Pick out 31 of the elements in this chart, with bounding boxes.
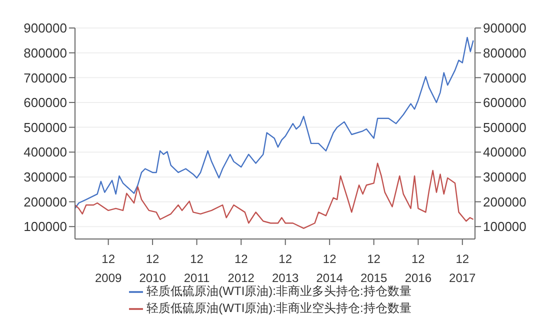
legend-label: 轻质低硫原油(WTI原油):非商业空头持仓:持仓数量 bbox=[146, 301, 412, 315]
y2-tick-label: 300000 bbox=[483, 170, 526, 185]
x-tick-label: 12 2012 bbox=[228, 252, 255, 285]
line-series bbox=[75, 162, 474, 229]
line-series bbox=[75, 36, 474, 210]
x-tick-label: 12 2009 bbox=[94, 252, 122, 285]
y2-tick-label: 400000 bbox=[483, 144, 526, 160]
x-tick-label: 12 2014 bbox=[316, 252, 344, 285]
y-tick-label: 600000 bbox=[24, 95, 67, 110]
x-tick-label: 12 2015 bbox=[360, 252, 388, 285]
y2-tick-label: 500000 bbox=[483, 120, 526, 135]
legend-label: 轻质低硫原油(WTI原油):非商业多头持仓:持仓数量 bbox=[146, 284, 412, 298]
x-tick-label: 12 2016 bbox=[404, 252, 432, 285]
y-tick-label: 100000 bbox=[24, 219, 67, 234]
y2-tick-label: 100000 bbox=[483, 219, 526, 234]
y-tick-label: 300000 bbox=[24, 170, 67, 185]
y-tick-label: 400000 bbox=[24, 144, 67, 160]
y-tick-label: 700000 bbox=[24, 70, 67, 86]
y-tick-label: 200000 bbox=[24, 194, 67, 210]
x-tick-label: 12 2017 bbox=[449, 252, 476, 285]
y2-tick-label: 600000 bbox=[483, 95, 526, 110]
y2-tick-label: 700000 bbox=[483, 70, 526, 86]
y-tick-label: 500000 bbox=[24, 120, 67, 135]
y-tick-label: 800000 bbox=[24, 45, 67, 60]
y2-tick-label: 900000 bbox=[483, 20, 526, 36]
x-tick-label: 12 2011 bbox=[184, 252, 210, 285]
y2-tick-label: 800000 bbox=[483, 45, 526, 60]
y2-tick-label: 200000 bbox=[483, 194, 526, 210]
y-tick-label: 900000 bbox=[24, 20, 67, 36]
x-tick-label: 12 2013 bbox=[272, 252, 300, 285]
x-tick-label: 12 2010 bbox=[139, 252, 166, 285]
